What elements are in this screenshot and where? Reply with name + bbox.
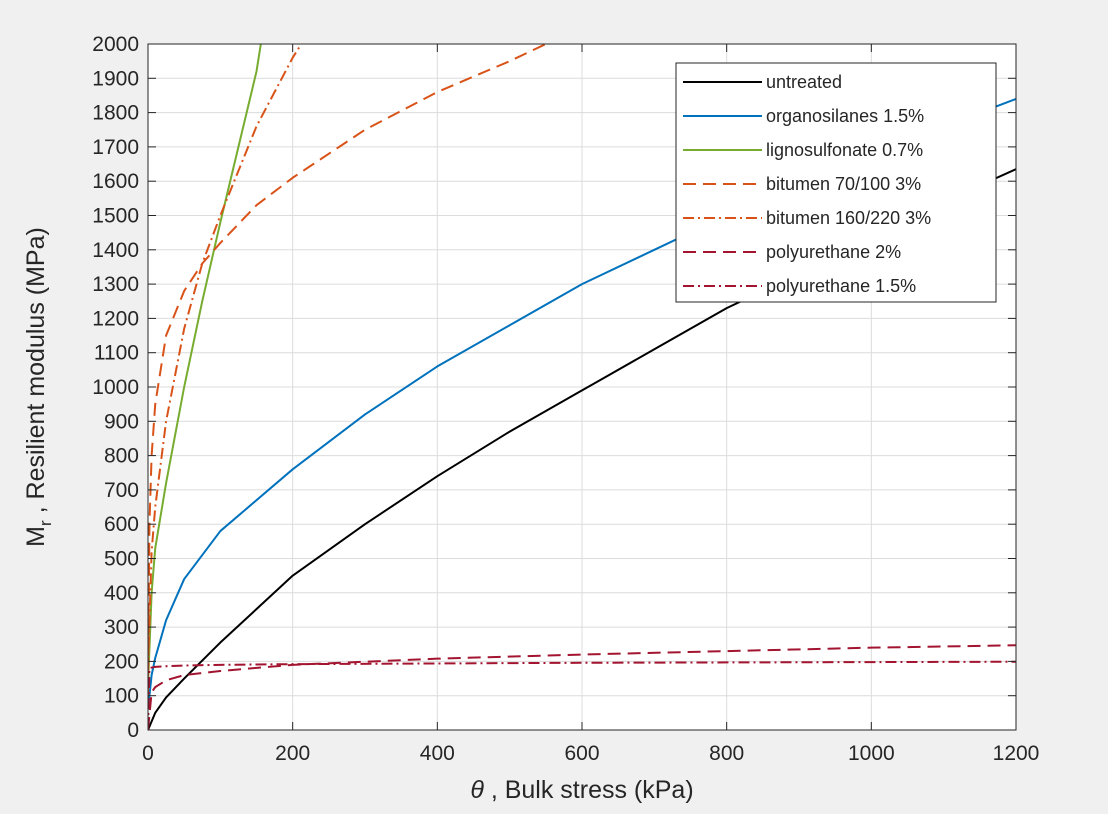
- y-axis-label-subscript: r: [36, 520, 55, 526]
- y-tick-label: 1800: [92, 102, 139, 125]
- x-tick-label: 1200: [993, 742, 1040, 765]
- legend: untreated organosilanes 1.5% lignosulfonat…: [675, 62, 997, 303]
- y-tick-label: 600: [104, 513, 139, 536]
- x-tick-label: 200: [275, 742, 310, 765]
- y-tick-label: 1000: [92, 376, 139, 399]
- y-tick-label: 1600: [92, 170, 139, 193]
- x-axis-label: θ , Bulk stress (kPa): [470, 776, 693, 804]
- y-tick-label: 1900: [92, 67, 139, 90]
- legend-box: [675, 62, 997, 303]
- legend-label-organosilanes-1-5: organosilanes 1.5%: [766, 106, 924, 126]
- series-line-polyurethane-1-5: [148, 660, 1016, 730]
- y-tick-label: 500: [104, 548, 139, 571]
- y-tick-label: 300: [104, 616, 139, 639]
- legend-label-polyurethane-1-5: polyurethane 1.5%: [766, 276, 916, 296]
- y-tick-label: 2000: [92, 33, 139, 56]
- x-tick-label: 400: [420, 742, 455, 765]
- series-line-bitumen-160-220-3: [148, 44, 303, 669]
- legend-label-bitumen-160-220-3: bitumen 160/220 3%: [766, 208, 931, 228]
- y-tick-label: 700: [104, 479, 139, 502]
- y-tick-label: 800: [104, 445, 139, 468]
- legend-label-lignosulfonate-0-7: lignosulfonate 0.7%: [766, 140, 923, 160]
- y-tick-label: 1500: [92, 205, 139, 228]
- y-tick-label: 1700: [92, 136, 139, 159]
- y-tick-label: 900: [104, 410, 139, 433]
- ticks: [147, 43, 1017, 731]
- y-tick-label: 1400: [92, 239, 139, 262]
- x-tick-label: 600: [564, 742, 599, 765]
- y-tick-label: 200: [104, 650, 139, 673]
- tick-labels: 0 200 400 600 800 1000 1200 0 100 200 300 400 500 600…: [92, 33, 1039, 765]
- y-tick-label: 0: [127, 719, 139, 742]
- y-tick-label: 1300: [92, 273, 139, 296]
- y-axis-label: Mr , Resilient modulus (MPa): [22, 227, 55, 547]
- legend-items: untreated organosilanes 1.5% lignosulfonat…: [683, 72, 931, 296]
- x-axis-theta-symbol: θ: [470, 776, 484, 804]
- y-axis-label-rest: , Resilient modulus (MPa): [22, 227, 50, 520]
- legend-label-polyurethane-2: polyurethane 2%: [766, 242, 901, 262]
- series-line-bitumen-70-100-3: [148, 44, 547, 696]
- y-tick-label: 1200: [92, 307, 139, 330]
- x-axis-label-text: , Bulk stress (kPa): [484, 776, 694, 804]
- y-tick-label: 100: [104, 685, 139, 708]
- series-line-polyurethane-2: [148, 644, 1016, 730]
- y-axis-label-main: M: [22, 526, 50, 547]
- y-tick-label: 1100: [94, 342, 139, 365]
- x-tick-label: 800: [709, 742, 744, 765]
- legend-label-untreated: untreated: [766, 72, 842, 92]
- legend-label-bitumen-70-100-3: bitumen 70/100 3%: [766, 174, 921, 194]
- series-line-lignosulfonate-0-7: [148, 44, 262, 686]
- x-tick-label: 0: [142, 742, 154, 765]
- y-tick-label: 400: [104, 582, 139, 605]
- x-tick-label: 1000: [848, 742, 895, 765]
